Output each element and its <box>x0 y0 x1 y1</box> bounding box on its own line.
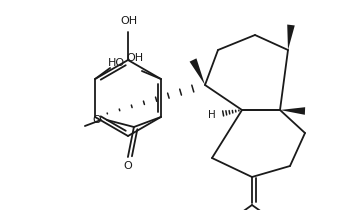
Text: O: O <box>124 161 132 171</box>
Text: HO: HO <box>108 58 125 68</box>
Text: H: H <box>208 110 216 120</box>
Polygon shape <box>287 25 295 50</box>
Polygon shape <box>280 107 305 115</box>
Text: O: O <box>92 114 101 125</box>
Text: OH: OH <box>120 16 138 26</box>
Polygon shape <box>190 58 205 85</box>
Text: OH: OH <box>126 53 143 63</box>
